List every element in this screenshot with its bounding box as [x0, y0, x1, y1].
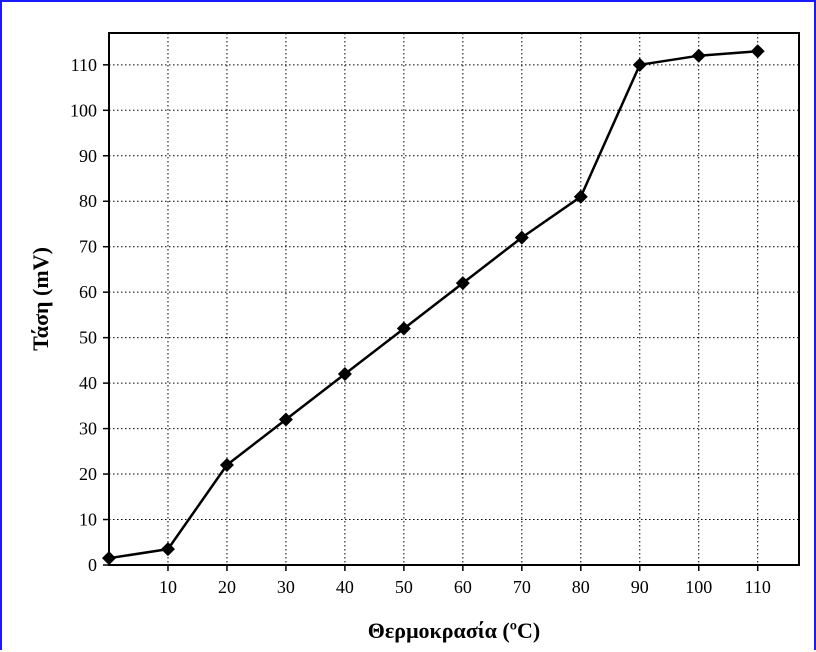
x-tick-labels: 10 20 30 40 50 60 70 80 90 100 110 — [159, 565, 771, 597]
data-point-marker — [219, 457, 234, 472]
plot-area-border — [108, 32, 800, 566]
data-point-marker — [514, 230, 529, 245]
data-point-marker — [455, 276, 470, 291]
data-point-marker — [691, 48, 706, 63]
x-tick-label: 90 — [631, 577, 649, 597]
data-point-marker — [396, 321, 411, 336]
y-tick-label: 110 — [71, 55, 97, 75]
data-point-marker — [160, 542, 175, 557]
x-tick-label: 40 — [336, 577, 354, 597]
x-tick-label: 20 — [218, 577, 236, 597]
data-point-marker — [337, 367, 352, 382]
y-tick-label: 60 — [79, 282, 97, 302]
y-axis-title: Τάση (mV) — [28, 247, 53, 351]
y-tick-label: 30 — [79, 419, 97, 439]
grid-lines — [109, 33, 799, 565]
y-tick-label: 10 — [79, 510, 97, 530]
y-tick-label: 20 — [79, 464, 97, 484]
y-tick-labels: 0 10 20 30 40 50 60 70 80 90 100 110 — [70, 55, 109, 575]
y-tick-label: 80 — [79, 191, 97, 211]
x-tick-label: 80 — [572, 577, 590, 597]
y-tick-label: 90 — [79, 146, 97, 166]
x-tick-label: 110 — [745, 577, 771, 597]
y-tick-label: 0 — [88, 555, 97, 575]
x-tick-label: 100 — [685, 577, 712, 597]
series-line — [108, 49, 758, 560]
data-point-marker — [750, 44, 765, 59]
data-markers — [102, 44, 765, 566]
y-tick-label: 100 — [70, 100, 97, 120]
data-point-marker — [278, 412, 293, 427]
x-tick-label: 10 — [159, 577, 177, 597]
data-point-marker — [632, 57, 647, 72]
x-tick-label: 60 — [454, 577, 472, 597]
series-line-group — [108, 49, 758, 560]
x-tick-label: 70 — [513, 577, 531, 597]
y-tick-label: 50 — [79, 328, 97, 348]
y-tick-label: 70 — [79, 237, 97, 257]
data-point-marker — [573, 189, 588, 204]
y-tick-label: 40 — [79, 373, 97, 393]
x-axis-title: Θερμοκρασία (ºC) — [368, 618, 540, 643]
x-tick-label: 30 — [277, 577, 295, 597]
x-tick-label: 50 — [395, 577, 413, 597]
